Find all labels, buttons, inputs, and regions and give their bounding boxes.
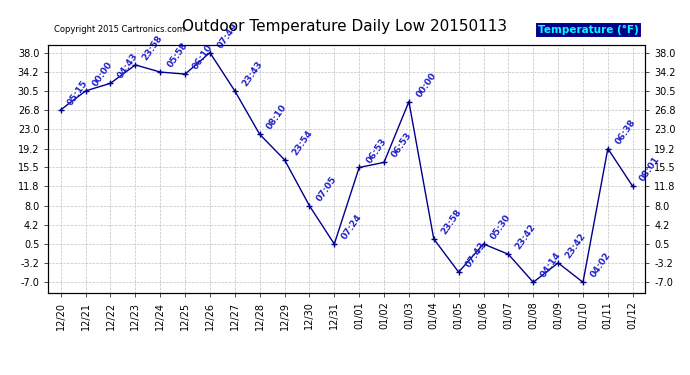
Text: 07:05: 07:05: [315, 174, 339, 203]
Text: 23:58: 23:58: [440, 207, 463, 236]
Text: 05:15: 05:15: [66, 78, 90, 107]
Text: 08:10: 08:10: [265, 103, 289, 132]
Text: 00:00: 00:00: [415, 70, 438, 99]
Text: 06:10: 06:10: [190, 43, 215, 71]
Text: Outdoor Temperature Daily Low 20150113: Outdoor Temperature Daily Low 20150113: [182, 19, 508, 34]
Text: Temperature (°F): Temperature (°F): [538, 25, 639, 35]
Text: 00:00: 00:00: [91, 60, 115, 88]
Text: 04:14: 04:14: [539, 251, 562, 279]
Text: 23:54: 23:54: [290, 128, 314, 157]
Text: 07:24: 07:24: [340, 213, 364, 241]
Text: 07:49: 07:49: [215, 21, 239, 50]
Text: 23:42: 23:42: [564, 231, 587, 260]
Text: 04:43: 04:43: [116, 52, 140, 81]
Text: 06:38: 06:38: [613, 117, 637, 146]
Text: 06:53: 06:53: [365, 136, 388, 165]
Text: 05:30: 05:30: [489, 213, 513, 241]
Text: 23:58: 23:58: [141, 33, 165, 62]
Text: 04:02: 04:02: [589, 251, 612, 279]
Text: Copyright 2015 Cartronics.com: Copyright 2015 Cartronics.com: [55, 25, 186, 34]
Text: 23:42: 23:42: [514, 223, 538, 252]
Text: 05:58: 05:58: [166, 41, 190, 69]
Text: 07:43: 07:43: [464, 241, 488, 269]
Text: 06:53: 06:53: [390, 131, 413, 160]
Text: 23:43: 23:43: [240, 59, 264, 88]
Text: 08:01: 08:01: [638, 155, 662, 184]
